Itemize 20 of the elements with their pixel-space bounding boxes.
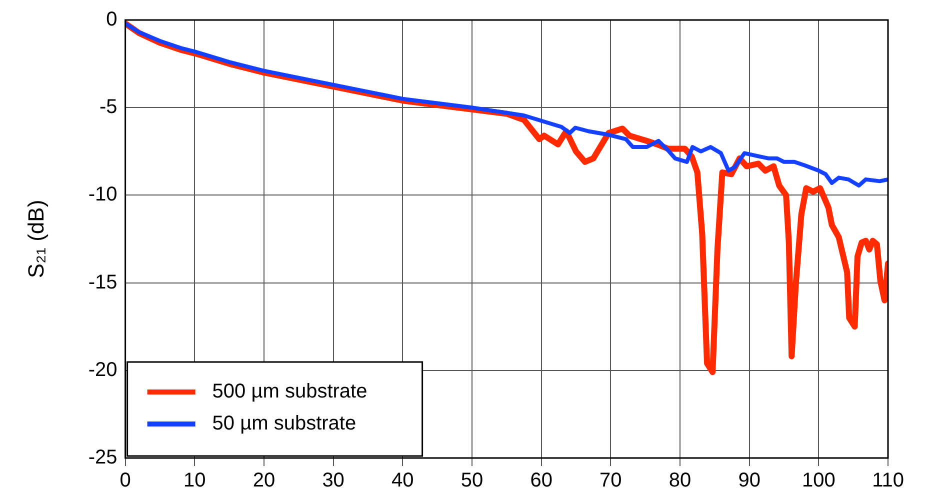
x-tick-label: 30: [322, 470, 344, 492]
y-tick-label: -20: [88, 358, 118, 381]
x-tick-label: 70: [600, 470, 622, 492]
x-tick-label: 10: [184, 470, 206, 492]
x-tick-label: 40: [392, 470, 414, 492]
y-tick-label: -25: [88, 446, 118, 469]
x-tick-label: 90: [738, 470, 760, 492]
x-tick-label: 80: [668, 470, 692, 492]
x-tick-label: 50: [460, 470, 484, 492]
legend-label: 500 µm substrate: [212, 380, 368, 403]
x-tick-label: 110: [872, 470, 904, 492]
y-tick-label: 0: [106, 8, 118, 31]
x-tick-label: 20: [252, 470, 276, 492]
y-tick-label: -5: [100, 96, 118, 118]
x-tick-label: 100: [802, 470, 836, 492]
y-tick-label: -10: [88, 184, 118, 206]
y-axis-title: S₂₁ (dB): [23, 200, 48, 278]
y-tick-label: -15: [88, 271, 118, 294]
x-tick-label: 60: [530, 470, 552, 492]
legend-label: 50 µm substrate: [212, 412, 356, 435]
